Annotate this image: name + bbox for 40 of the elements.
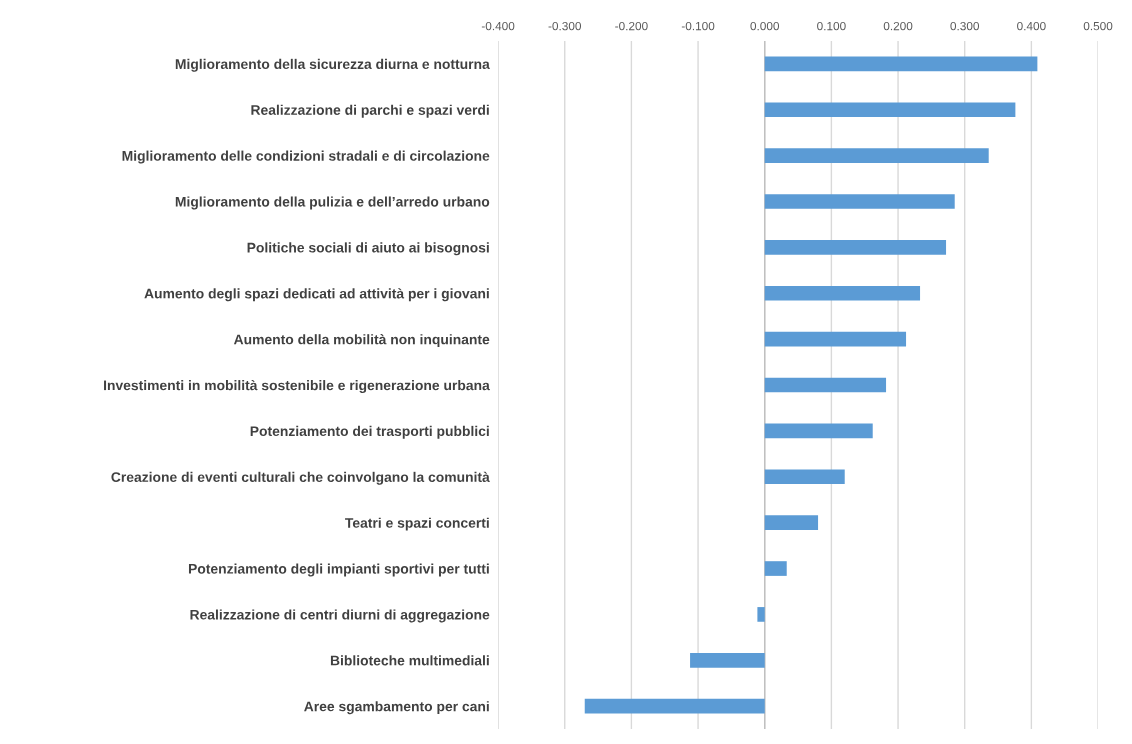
y-tick-label: Creazione di eventi culturali che coinvolgano la comunità: [111, 471, 490, 485]
y-tick-label: Teatri e spazi concerti: [345, 517, 489, 531]
x-tick-label: -0.400: [481, 21, 515, 31]
y-tick-label: Potenziamento dei trasporti pubblici: [250, 425, 489, 439]
bar: [584, 698, 765, 714]
x-tick-label: -0.100: [681, 21, 715, 31]
y-tick-label: Miglioramento della pulizia e dell’arredo urbano: [175, 196, 490, 210]
y-tick-label: Politiche sociali di aiuto ai bisognosi: [247, 242, 489, 256]
y-tick-label: Potenziamento degli impianti sportivi per tutti: [188, 563, 489, 577]
y-tick-label: Realizzazione di parchi e spazi verdi: [251, 104, 489, 118]
bar: [690, 652, 765, 668]
bar: [764, 515, 819, 530]
bar: [757, 607, 765, 622]
bar: [764, 423, 873, 439]
x-tick-label: 0.200: [883, 21, 913, 31]
y-tick-label: Miglioramento delle condizioni stradali e di circolazione: [122, 150, 490, 164]
bar: [764, 331, 907, 347]
x-tick-label: 0.500: [1083, 21, 1113, 31]
bar: [764, 469, 845, 485]
bar: [764, 285, 921, 301]
bar: [764, 56, 1038, 72]
x-tick-label: -0.200: [615, 21, 648, 31]
x-tick-label: 0.300: [950, 21, 980, 31]
bar: [764, 377, 887, 393]
bar: [764, 561, 787, 576]
x-tick-label: 0.100: [817, 21, 846, 31]
bar: [764, 148, 989, 163]
bar: [764, 194, 955, 209]
y-tick-label: Biblioteche multimediali: [330, 655, 489, 666]
y-tick-label: Miglioramento della sicurezza diurna e notturna: [175, 58, 490, 72]
y-tick-label: Aumento degli spazi dedicati ad attività per i giovani: [144, 288, 489, 302]
y-tick-label: Aree sgambamento per cani: [304, 701, 489, 715]
x-tick-label: -0.300: [548, 21, 582, 31]
y-tick-label: Investimenti in mobilità sostenibile e rigenerazione urbana: [104, 379, 490, 394]
x-tick-label: 0.000: [750, 21, 780, 31]
x-tick-label: 0.400: [1017, 21, 1046, 31]
y-tick-label: Aumento della mobilità non inquinante: [233, 334, 490, 348]
bar: [764, 240, 947, 255]
y-tick-label: Realizzazione di centri diurni di aggregazione: [190, 609, 490, 623]
bar: [764, 102, 1016, 118]
